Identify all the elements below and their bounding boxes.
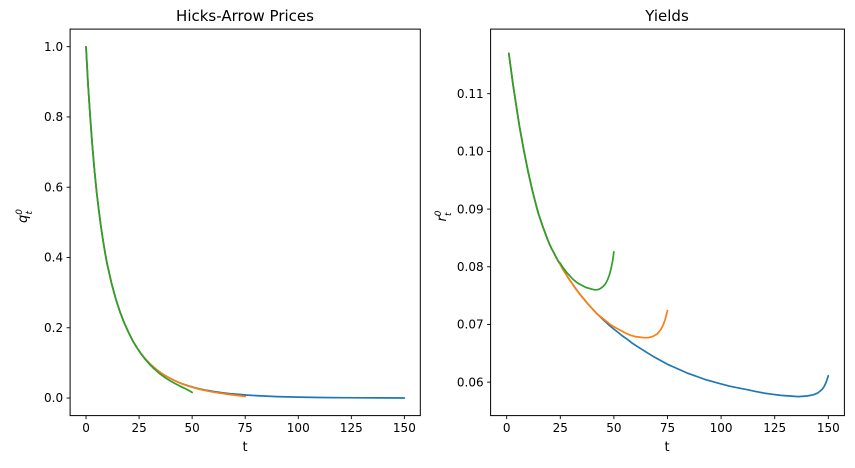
y-tick-label: 0.06 — [457, 375, 484, 389]
series-line-t50 — [507, 52, 615, 291]
yields-subplot: Yields t r0t 0 25 50 75 100 125 150 0.06 0.07 0.0… — [434, 7, 845, 455]
axes-frame — [69, 28, 421, 417]
x-tick-label: 150 — [817, 421, 840, 435]
y-tick-label: 0.8 — [44, 110, 63, 124]
series-line-t50 — [85, 45, 193, 394]
series-line-t75 — [507, 52, 669, 339]
series-line-t150 — [507, 52, 830, 398]
series-line-t150 — [85, 45, 406, 399]
y-tick-label: 0.2 — [44, 321, 63, 335]
plot-area: 0 25 50 75 100 125 150 0.06 0.07 0.08 0.09 0.10 0.11 — [457, 28, 845, 435]
x-tick-label: 125 — [763, 421, 786, 435]
y-tick-label: 0.6 — [44, 180, 63, 194]
subplot-title: Yields — [644, 7, 689, 25]
y-tick-label: 0.09 — [457, 202, 484, 216]
y-tick-label: 0.4 — [44, 251, 63, 265]
y-tick-label: 0.08 — [457, 260, 484, 274]
x-tick-label: 50 — [184, 421, 199, 435]
y-tick-label: 0.0 — [44, 391, 63, 405]
hicks-arrow-prices-subplot: Hicks-Arrow Prices t q0t 0 25 50 75 100 125 15… — [15, 7, 421, 455]
x-tick-label: 150 — [393, 421, 416, 435]
x-tick-label: 75 — [238, 421, 253, 435]
y-axis-label: r0t — [434, 210, 454, 221]
y-tick-label: 0.11 — [457, 87, 484, 101]
subplot-title: Hicks-Arrow Prices — [176, 7, 314, 25]
x-tick-label: 25 — [131, 421, 146, 435]
x-tick-label: 0 — [503, 421, 511, 435]
plot-area: 0 25 50 75 100 125 150 0.0 0.2 0.4 0.6 0.8 1.0 — [44, 28, 421, 435]
x-tick-label: 100 — [710, 421, 733, 435]
x-tick-label: 100 — [287, 421, 310, 435]
x-tick-label: 25 — [553, 421, 568, 435]
series-line-t75 — [85, 45, 247, 398]
x-axis-label: t — [242, 440, 247, 455]
x-tick-label: 50 — [606, 421, 621, 435]
y-tick-label: 0.07 — [457, 318, 484, 332]
x-axis-label: t — [664, 440, 669, 455]
x-tick-label: 0 — [82, 421, 90, 435]
y-tick-label: 0.10 — [457, 145, 484, 159]
x-tick-label: 75 — [660, 421, 675, 435]
y-axis-label: q0t — [15, 209, 35, 223]
y-tick-label: 1.0 — [44, 40, 63, 54]
x-tick-label: 125 — [340, 421, 363, 435]
axes-frame — [490, 28, 845, 417]
